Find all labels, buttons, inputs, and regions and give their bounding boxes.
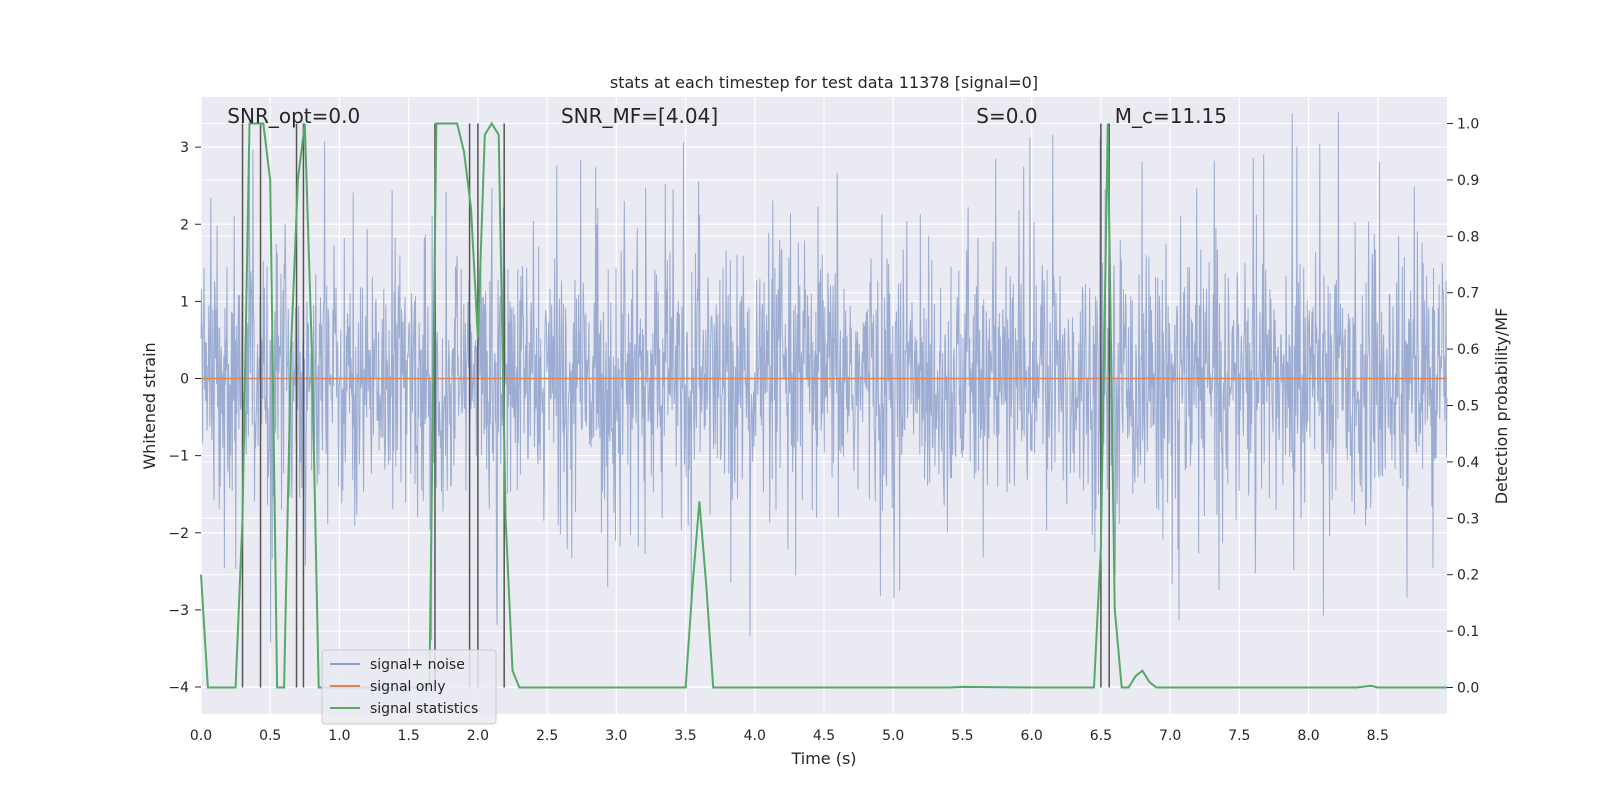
legend-label-noise: signal+ noise [370,657,465,673]
x-tick-label: 1.0 [328,728,350,744]
x-tick-label: 1.5 [398,728,420,744]
y-tick-label: 3 [180,140,189,156]
y2-tick-label: 0.5 [1457,399,1479,415]
legend-label-stat: signal statistics [370,701,478,717]
x-tick-label: 2.0 [467,728,489,744]
y2-axis-label: Detection probability/MF [1492,308,1511,505]
y2-tick-label: 0.0 [1457,680,1479,696]
y-axis-left: −4 −3 −2 −1 0 1 2 3 [168,140,201,696]
stat-line [200,121,1447,689]
y2-tick-label: 0.1 [1457,624,1479,640]
y-tick-label: 0 [180,372,189,388]
series-signal-statistics [200,121,1447,689]
y2-tick-label: 0.2 [1457,568,1479,584]
y2-tick-label: 0.7 [1457,286,1479,302]
annotation-snr-mf: SNR_MF=[4.04] [561,104,718,128]
y-tick-label: −1 [168,449,189,465]
y2-tick-label: 0.6 [1457,342,1479,358]
x-tick-label: 4.5 [813,728,835,744]
y-tick-label: 1 [180,294,189,310]
y2-tick-label: 1.0 [1457,117,1479,133]
y-axis-label: Whitened strain [140,342,159,469]
x-tick-label: 6.5 [1090,728,1112,744]
chart-title: stats at each timestep for test data 113… [610,73,1038,92]
y-tick-label: −3 [168,603,189,619]
legend-box [321,649,497,725]
noise-trace [200,112,1448,643]
x-tick-label: 8.0 [1297,728,1319,744]
x-axis: 0.0 0.5 1.0 1.5 2.0 2.5 3.0 3.5 4.0 4.5 5.0 5.5 6.0 6… [190,728,1389,744]
x-tick-label: 4.0 [744,728,766,744]
y2-tick-label: 0.9 [1457,173,1479,189]
x-tick-label: 3.0 [605,728,627,744]
series-signal-noise [200,112,1448,643]
x-tick-label: 8.5 [1367,728,1389,744]
x-tick-label: 3.5 [674,728,696,744]
annotation-snr-opt: SNR_opt=0.0 [227,104,360,128]
y2-tick-label: 0.8 [1457,229,1479,245]
y2-tick-label: 0.4 [1457,455,1479,471]
x-tick-label: 0.5 [259,728,281,744]
legend-label-signal: signal only [370,679,445,695]
x-tick-label: 6.0 [1021,728,1043,744]
x-tick-label: 7.5 [1228,728,1250,744]
x-tick-label: 0.0 [190,728,212,744]
x-tick-label: 5.0 [882,728,904,744]
x-tick-label: 7.0 [1159,728,1181,744]
x-tick-label: 5.5 [951,728,973,744]
y-axis-right: 0.0 0.1 0.2 0.3 0.4 0.5 0.6 0.7 0.8 0.9 1.0 [1447,117,1479,696]
annotation-chirp-mass: M_c=11.15 [1115,104,1227,128]
y-tick-label: 2 [180,217,189,233]
y-tick-label: −4 [168,680,189,696]
legend: signal+ noise signal only signal statist… [321,649,497,725]
x-axis-label: Time (s) [790,749,856,768]
x-tick-label: 2.5 [536,728,558,744]
y2-tick-label: 0.3 [1457,511,1479,527]
annotations: SNR_opt=0.0 SNR_MF=[4.04] S=0.0 M_c=11.15 [227,104,1227,128]
y-tick-label: −2 [168,526,189,542]
annotation-s-stat: S=0.0 [976,104,1037,128]
